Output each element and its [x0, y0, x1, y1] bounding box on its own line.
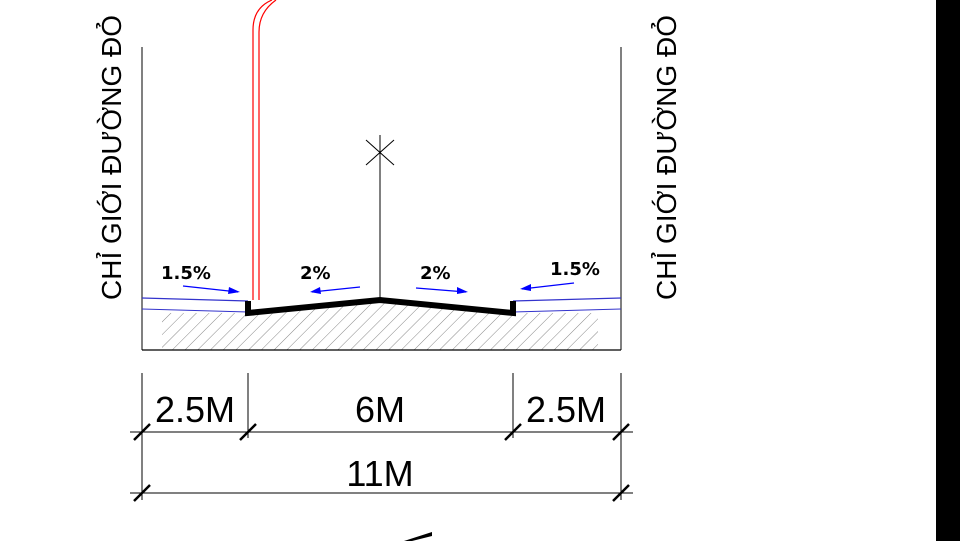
left-sidewalk-surface — [141, 297, 249, 313]
slope-label-right-carriageway: 2% — [420, 263, 451, 284]
dimension-label-total: 11M — [346, 453, 413, 494]
dimension-label-left-sidewalk: 2.5M — [155, 389, 235, 430]
left-boundary-label: CHỈ GIỚI ĐƯỜNG ĐỎ — [95, 15, 127, 300]
slope-label-left-sidewalk: 1.5% — [161, 263, 211, 284]
slope-label-right-sidewalk: 1.5% — [550, 259, 600, 280]
dimension-label-carriageway: 6M — [355, 389, 405, 430]
slope-label-left-carriageway: 2% — [300, 263, 331, 284]
dimension-line-row-2 — [130, 484, 633, 502]
slope-arrow-right-carriageway — [415, 287, 468, 294]
red-line — [252, 0, 277, 300]
ground-hatch — [162, 300, 598, 350]
dimension-line-row-1 — [130, 423, 633, 441]
slope-arrow-right-sidewalk — [520, 282, 575, 291]
dimension-extension-lines — [141, 373, 622, 500]
dimension-label-right-sidewalk: 2.5M — [526, 389, 606, 430]
slope-arrow-left-carriageway — [310, 286, 361, 294]
frame-border — [936, 0, 960, 541]
right-sidewalk-surface — [512, 297, 622, 313]
centerline-marker — [365, 135, 395, 300]
partial-glyph — [404, 532, 432, 541]
right-boundary-label: CHỈ GIỚI ĐƯỜNG ĐỎ — [650, 15, 682, 300]
slope-arrow-left-sidewalk — [182, 285, 240, 294]
